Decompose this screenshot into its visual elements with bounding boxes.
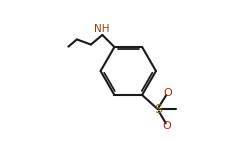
Text: NH: NH (94, 24, 109, 34)
Text: O: O (163, 88, 172, 98)
Text: O: O (163, 121, 171, 130)
Text: S: S (154, 103, 162, 116)
